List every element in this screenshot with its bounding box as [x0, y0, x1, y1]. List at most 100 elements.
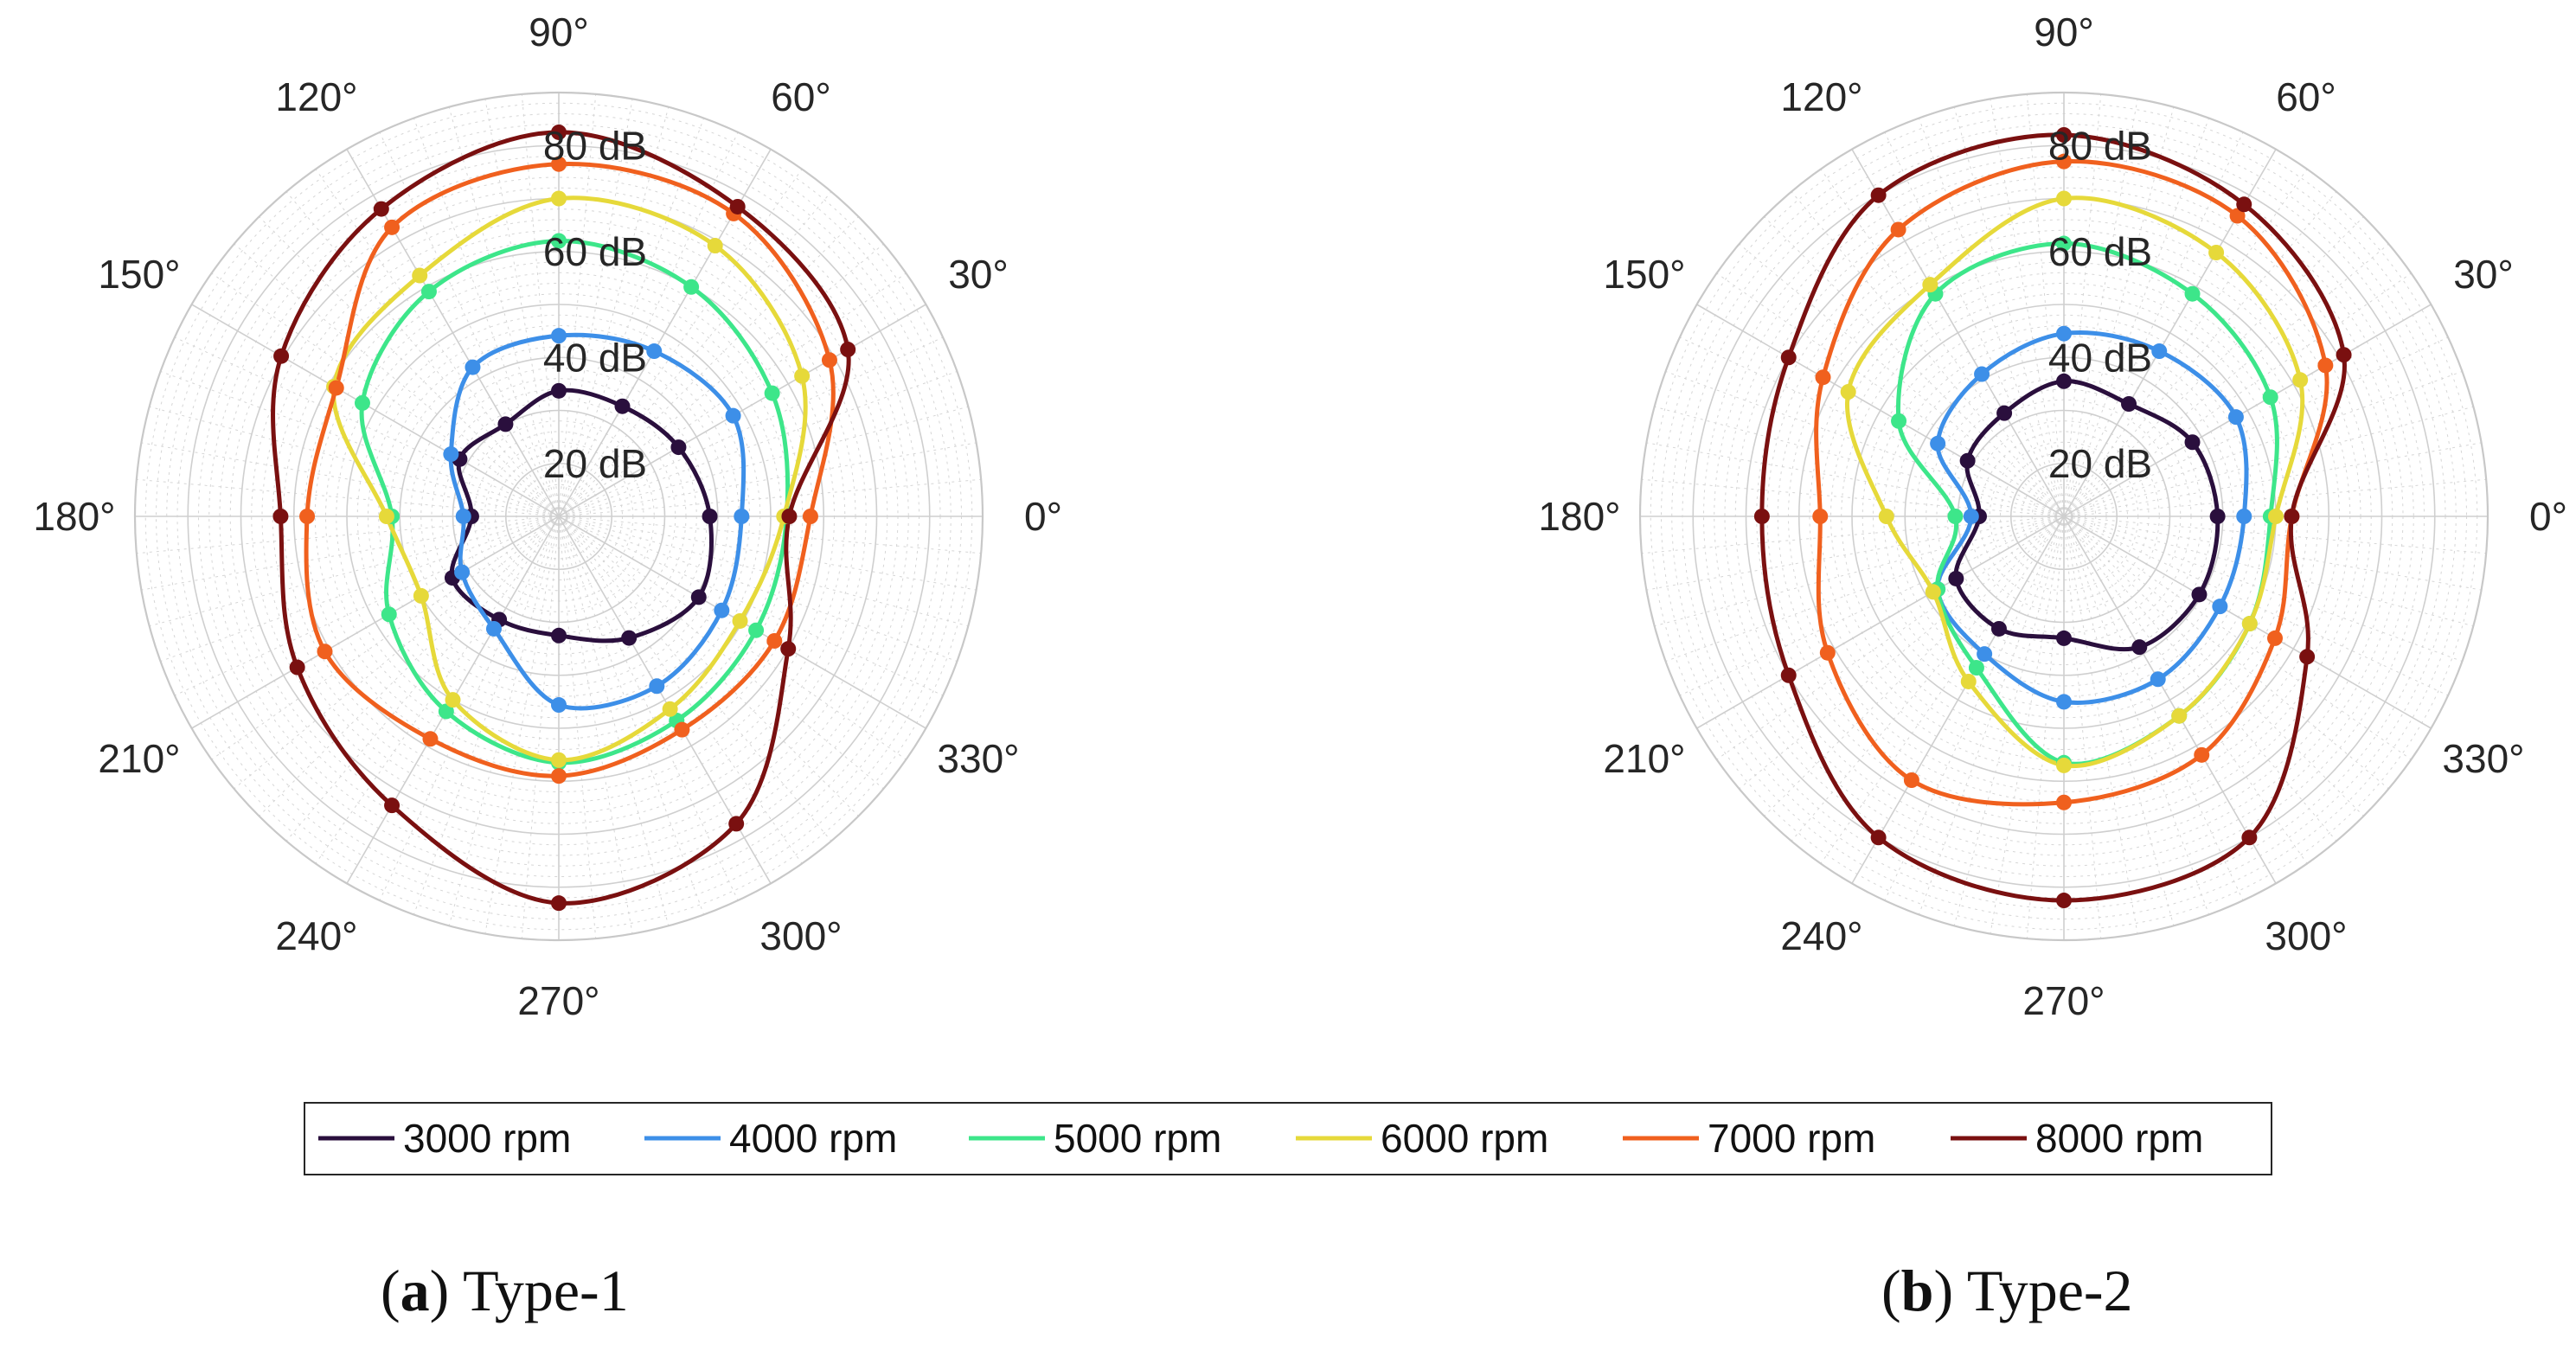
minor-spoke — [2063, 516, 2482, 591]
data-point — [328, 380, 344, 396]
theta-tick-label: 270° — [2022, 978, 2105, 1023]
minor-spoke — [521, 516, 560, 939]
legend-label: 8000 rpm — [2035, 1116, 2203, 1161]
r-tick-label: 20 dB — [543, 441, 647, 486]
minor-spoke — [521, 93, 560, 517]
data-point — [1990, 620, 2007, 637]
minor-spoke — [1646, 516, 2065, 591]
minor-spoke — [1820, 169, 2065, 517]
data-point — [2212, 599, 2228, 615]
data-point — [2184, 434, 2201, 451]
data-point — [445, 692, 461, 708]
data-point — [443, 446, 459, 463]
polar-grid — [133, 91, 984, 942]
data-point — [2284, 509, 2300, 524]
data-point — [1925, 584, 1941, 600]
minor-spoke — [234, 516, 560, 790]
data-point — [2194, 746, 2210, 763]
data-point — [2171, 708, 2188, 724]
data-point — [690, 589, 707, 605]
minor-spoke — [484, 99, 560, 517]
r-tick-label: 80 dB — [543, 123, 647, 168]
r-tick-label: 80 dB — [2048, 123, 2152, 168]
polar-plot-type-2: 0° 30° 60° 90° 120° 150° 180° 210° 240° 270° 300° 3… — [1538, 10, 2567, 1023]
data-point — [551, 627, 567, 644]
data-point — [1812, 509, 1829, 524]
minor-spoke — [2063, 216, 2364, 517]
minor-spoke — [1953, 106, 2065, 517]
data-point — [373, 201, 389, 217]
minor-spoke — [149, 406, 560, 517]
minor-spoke — [2063, 516, 2463, 663]
caption-b: (b) Type-2 — [1881, 1258, 2133, 1323]
theta-tick-label: 120° — [275, 74, 357, 119]
data-point — [802, 509, 818, 524]
data-point — [465, 359, 481, 375]
minor-spoke — [558, 516, 907, 760]
data-point — [2056, 373, 2072, 389]
major-spoke — [191, 516, 560, 729]
minor-spoke — [413, 516, 560, 915]
data-point — [766, 632, 783, 649]
theta-tick-label: 330° — [2442, 736, 2524, 781]
data-point — [725, 407, 741, 424]
data-point — [2241, 829, 2258, 846]
polar-plot-type-1: 0° 30° 60° 90° 120° 150° 180° 210° 240° 270° 300° 3… — [33, 10, 1062, 1023]
data-point — [2056, 325, 2072, 342]
data-point — [1996, 405, 2013, 421]
data-point — [728, 816, 745, 832]
minor-spoke — [2063, 191, 2337, 517]
data-point — [1922, 277, 1938, 293]
data-point — [272, 509, 289, 524]
minor-spoke — [558, 516, 977, 591]
data-point — [354, 394, 370, 411]
data-point — [2262, 389, 2278, 406]
data-point — [1870, 187, 1887, 203]
data-point — [551, 233, 567, 249]
data-point — [781, 509, 798, 524]
minor-spoke — [1764, 216, 2065, 517]
major-spoke — [2063, 304, 2432, 517]
theta-tick-label: 0° — [2529, 494, 2567, 539]
theta-tick-label: 60° — [771, 74, 831, 119]
minor-spoke — [1918, 516, 2065, 915]
data-point — [2056, 893, 2072, 909]
data-point — [384, 797, 400, 814]
data-point — [1977, 646, 1993, 663]
data-point — [289, 659, 305, 676]
data-point — [2299, 649, 2316, 665]
minor-spoke — [315, 516, 560, 864]
data-point — [2317, 357, 2334, 374]
data-point — [748, 622, 765, 638]
data-point — [764, 385, 780, 401]
data-point — [485, 620, 502, 637]
data-point — [2056, 190, 2072, 207]
data-point — [1947, 509, 1964, 524]
data-point — [2241, 616, 2258, 632]
minor-spoke — [1665, 370, 2065, 517]
minor-spoke — [558, 406, 969, 517]
legend-label: 7000 rpm — [1708, 1116, 1875, 1161]
theta-tick-label: 330° — [937, 736, 1019, 781]
data-point — [1963, 509, 1979, 524]
minor-spoke — [2063, 516, 2244, 901]
theta-tick-label: 150° — [1603, 252, 1685, 297]
minor-spoke — [558, 516, 705, 915]
data-point — [1948, 570, 1964, 586]
theta-tick-label: 60° — [2276, 74, 2336, 119]
data-point — [2292, 372, 2309, 388]
minor-spoke — [1884, 516, 2065, 901]
minor-spoke — [1641, 478, 2065, 517]
svg-text:(b) Type-2: (b) Type-2 — [1881, 1258, 2133, 1323]
data-point — [2208, 245, 2225, 260]
minor-spoke — [448, 106, 560, 517]
caption-b-text: Type-2 — [1967, 1258, 2133, 1323]
r-tick-label: 60 dB — [2048, 229, 2152, 274]
minor-spoke — [211, 272, 560, 517]
legend-entry: 3000 rpm — [318, 1116, 571, 1161]
theta-tick-label: 240° — [275, 913, 357, 958]
minor-spoke — [558, 516, 633, 934]
r-tick-label: 20 dB — [2048, 441, 2152, 486]
data-point — [1959, 452, 1976, 469]
minor-spoke — [558, 516, 832, 842]
